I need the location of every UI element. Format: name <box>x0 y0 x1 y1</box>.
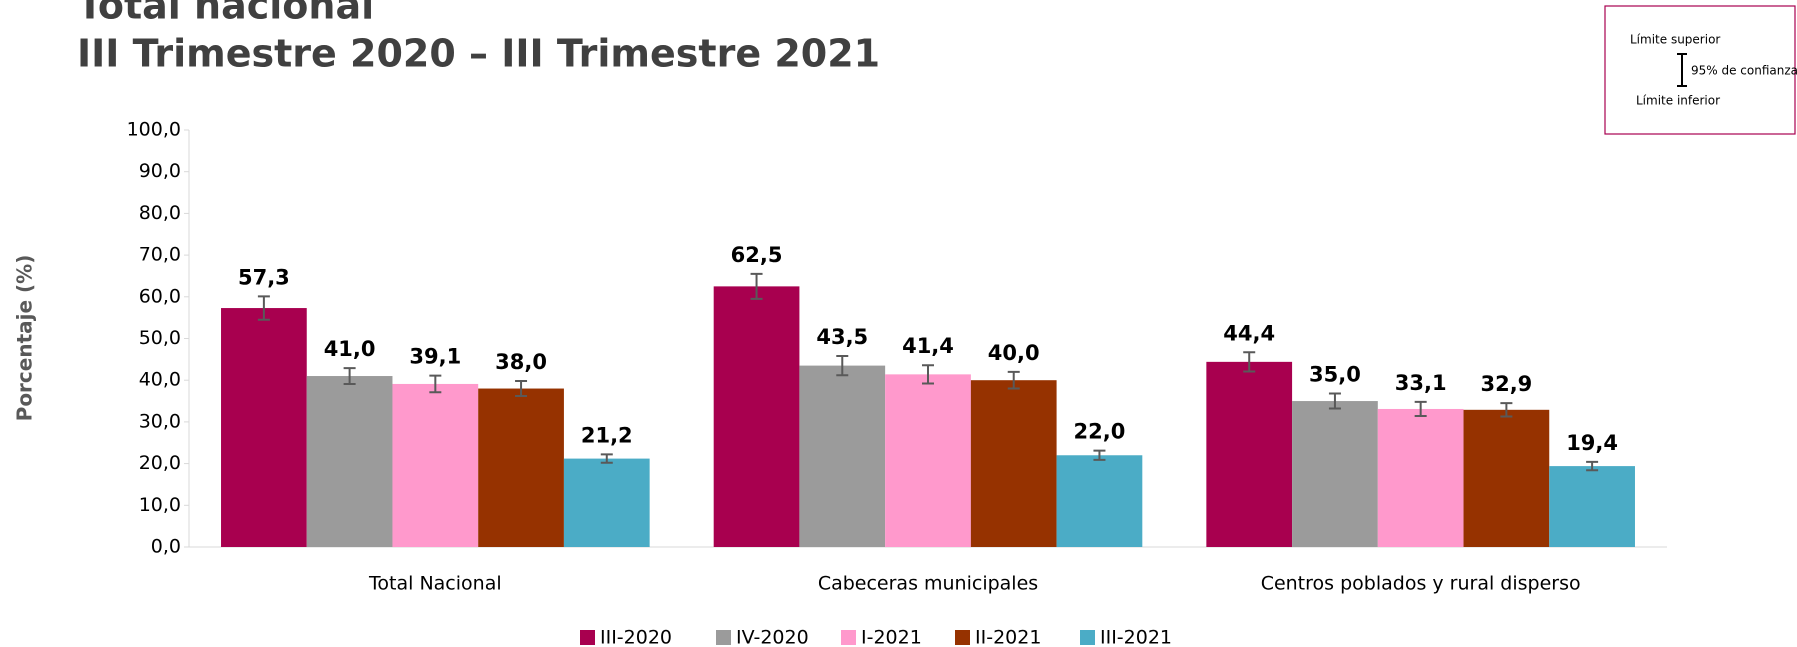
legend-note-upper: Límite superior <box>1630 33 1720 47</box>
bar <box>478 388 564 547</box>
bar <box>1549 466 1635 547</box>
error-bar <box>750 272 763 300</box>
error-bar <box>429 374 442 394</box>
data-label: 57,3 <box>238 265 290 289</box>
bar <box>1056 455 1143 547</box>
legend-label: III-2021 <box>1100 627 1172 647</box>
x-tick-label: Total Nacional <box>368 573 502 595</box>
legend-label: III-2020 <box>600 627 672 647</box>
data-label: 43,5 <box>816 325 868 349</box>
data-label: 33,1 <box>1395 371 1447 395</box>
error-bar <box>836 355 849 377</box>
y-tick-label: 100,0 <box>127 119 181 141</box>
legend-label: IV-2020 <box>736 627 809 647</box>
error-bar <box>1586 460 1599 472</box>
bar <box>306 376 393 547</box>
error-bar <box>600 453 613 464</box>
x-tick-label: Cabeceras municipales <box>818 573 1038 595</box>
y-tick-label: 90,0 <box>139 160 181 182</box>
data-label: 41,0 <box>324 337 376 361</box>
y-tick-label: 30,0 <box>139 410 181 432</box>
error-bar <box>1328 392 1341 410</box>
legend-swatch <box>1080 630 1095 645</box>
error-bar <box>1093 449 1106 461</box>
data-label: 40,0 <box>988 341 1040 365</box>
data-label: 21,2 <box>581 423 633 447</box>
data-label: 35,0 <box>1309 363 1361 387</box>
legend-swatch <box>955 630 970 645</box>
bar <box>1292 401 1378 547</box>
bar <box>713 286 800 547</box>
data-label: 62,5 <box>731 243 783 267</box>
error-bar <box>1414 400 1427 418</box>
error-bar <box>257 295 270 321</box>
error-bar <box>343 367 356 385</box>
bar <box>1463 409 1550 547</box>
y-tick-label: 0,0 <box>151 536 181 558</box>
y-tick-label: 70,0 <box>139 244 181 266</box>
bar <box>799 365 886 547</box>
x-tick-label: Centros poblados y rural disperso <box>1261 573 1581 595</box>
bar <box>885 374 971 547</box>
bar <box>392 383 479 547</box>
y-axis-label: Porcentaje (%) <box>13 255 37 422</box>
y-tick-label: 50,0 <box>139 327 181 349</box>
legend-note-lower: Límite inferior <box>1636 94 1720 108</box>
legend-note-middle: 95% de confianza <box>1691 64 1797 78</box>
bar <box>221 308 307 547</box>
data-label: 19,4 <box>1566 431 1618 455</box>
error-bar <box>1500 402 1513 418</box>
data-label: 39,1 <box>409 345 461 369</box>
error-bar <box>1007 370 1020 390</box>
legend-note-box <box>1604 5 1796 135</box>
bar <box>1206 361 1293 547</box>
legend-swatch <box>580 630 595 645</box>
legend-label: I-2021 <box>861 627 922 647</box>
data-label: 41,4 <box>902 334 954 358</box>
bar <box>1377 408 1464 547</box>
legend-label: II-2021 <box>975 627 1041 647</box>
data-label: 32,9 <box>1480 372 1532 396</box>
y-tick-label: 60,0 <box>139 285 181 307</box>
chart-subtitle: III Trimestre 2020 – III Trimestre 2021 <box>77 32 880 76</box>
error-bar <box>1243 351 1256 373</box>
data-label: 44,4 <box>1223 321 1275 345</box>
bar <box>563 458 650 547</box>
y-tick-label: 20,0 <box>139 452 181 474</box>
chart-title: Total nacional <box>77 0 374 28</box>
y-tick-label: 10,0 <box>139 494 181 516</box>
y-tick-label: 40,0 <box>139 369 181 391</box>
error-bar <box>515 380 528 398</box>
error-bar <box>922 364 934 385</box>
legend-swatch <box>841 630 856 645</box>
bar <box>970 380 1057 547</box>
legend-swatch <box>716 630 731 645</box>
data-label: 22,0 <box>1074 420 1126 444</box>
y-tick-label: 80,0 <box>139 202 181 224</box>
data-label: 38,0 <box>495 350 547 374</box>
